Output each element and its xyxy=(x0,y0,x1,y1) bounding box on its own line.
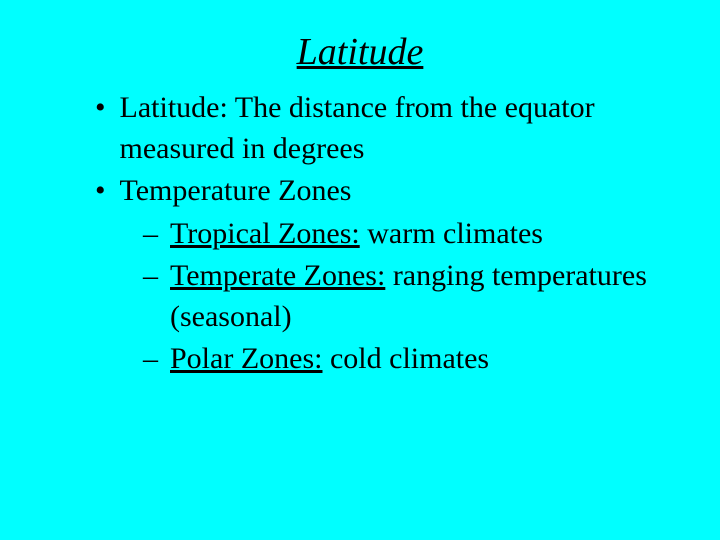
sub-item-1-underlined: Tropical Zones: xyxy=(170,217,360,250)
bullet-marker: • xyxy=(95,88,106,129)
dash-marker: – xyxy=(143,214,158,255)
sub-item-3-underlined: Polar Zones: xyxy=(170,342,322,375)
sub-item-1-text: Tropical Zones: warm climates xyxy=(170,214,660,255)
sub-item-3: – Polar Zones: cold climates xyxy=(143,339,660,380)
bullet-marker: • xyxy=(95,171,106,212)
bullet-2: • Temperature Zones xyxy=(95,171,660,212)
bullet-2-text: Temperature Zones xyxy=(120,171,660,212)
sub-item-3-text: Polar Zones: cold climates xyxy=(170,339,660,380)
sub-item-3-rest: cold climates xyxy=(322,342,489,375)
sub-item-1-rest: warm climates xyxy=(360,217,543,250)
dash-marker: – xyxy=(143,339,158,380)
dash-marker: – xyxy=(143,256,158,297)
sub-item-2: – Temperate Zones: ranging temperatures … xyxy=(143,256,660,337)
bullet-1: • Latitude: The distance from the equato… xyxy=(95,88,660,169)
sub-list: – Tropical Zones: warm climates – Temper… xyxy=(95,214,660,380)
bullet-1-text: Latitude: The distance from the equator … xyxy=(120,88,660,169)
sub-item-1: – Tropical Zones: warm climates xyxy=(143,214,660,255)
sub-item-2-text: Temperate Zones: ranging temperatures (s… xyxy=(170,256,660,337)
sub-item-2-underlined: Temperate Zones: xyxy=(170,259,385,292)
slide-content: • Latitude: The distance from the equato… xyxy=(0,88,720,380)
slide-title: Latitude xyxy=(0,30,720,74)
